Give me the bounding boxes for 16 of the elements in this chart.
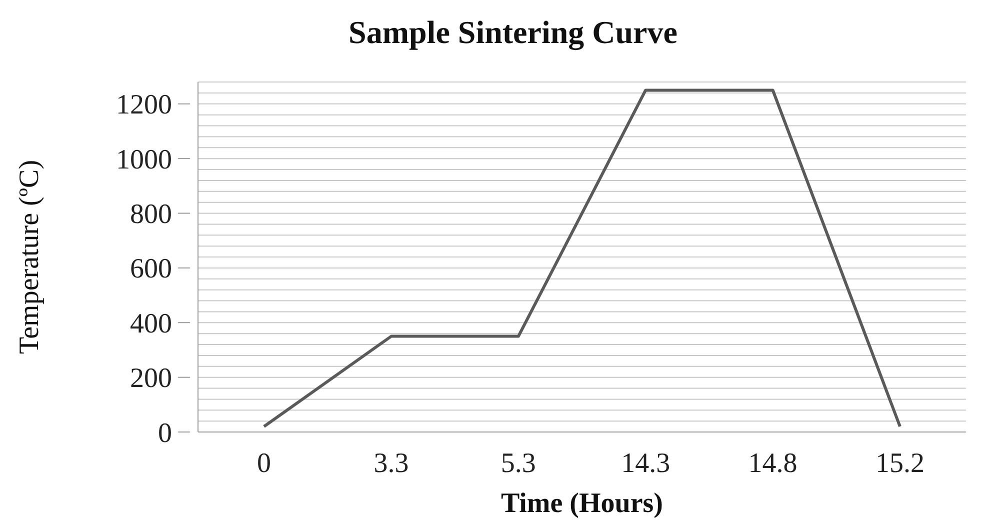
x-tick-label: 0 — [257, 448, 271, 479]
y-tick-label: 1000 — [116, 144, 172, 176]
x-tick-label: 3.3 — [374, 448, 409, 479]
x-tick-label: 14.8 — [748, 448, 798, 479]
y-tick-label: 600 — [130, 254, 172, 285]
y-tick-label: 800 — [130, 199, 172, 230]
y-tick-label: 400 — [130, 308, 172, 340]
x-tick-label: 5.3 — [500, 448, 536, 479]
y-tick-label: 1200 — [116, 90, 172, 121]
x-tick-label: 14.3 — [621, 448, 670, 479]
x-tick-label: 15.2 — [876, 448, 924, 479]
chart-title: Sample Sintering Curve — [348, 13, 678, 52]
y-axis-title: Temperature (ºC) — [14, 160, 45, 354]
y-tick-label: 200 — [130, 363, 172, 394]
y-tick-label: 0 — [158, 418, 172, 449]
x-axis-title: Time (Hours) — [500, 488, 664, 519]
